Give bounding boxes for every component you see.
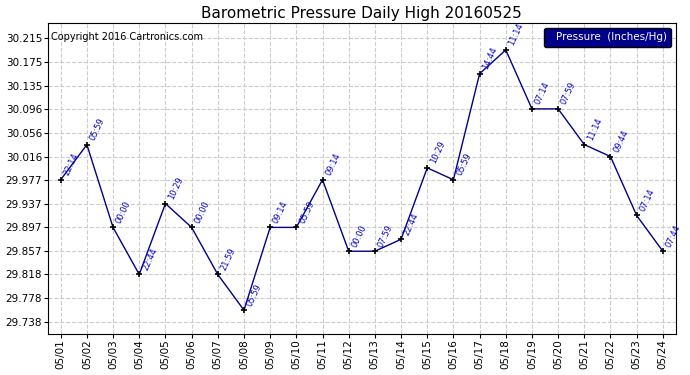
Text: 07:14: 07:14 — [638, 187, 656, 213]
Text: 07:14: 07:14 — [533, 81, 551, 106]
Text: 05:59: 05:59 — [297, 199, 316, 225]
Text: 05:59: 05:59 — [88, 117, 106, 142]
Text: 10:29: 10:29 — [428, 140, 447, 165]
Text: 00:00: 00:00 — [350, 223, 368, 249]
Text: 07:59: 07:59 — [560, 81, 578, 106]
Text: 22:44: 22:44 — [402, 211, 421, 237]
Text: 09:14: 09:14 — [324, 152, 342, 177]
Text: 10:29: 10:29 — [167, 176, 185, 201]
Text: Copyright 2016 Cartronics.com: Copyright 2016 Cartronics.com — [51, 33, 203, 42]
Text: 07:44: 07:44 — [664, 223, 682, 249]
Text: 09:14: 09:14 — [272, 199, 290, 225]
Text: 21:59: 21:59 — [219, 246, 237, 272]
Text: 22:44: 22:44 — [141, 246, 159, 272]
Text: 05:59: 05:59 — [246, 282, 264, 308]
Text: 11:14: 11:14 — [586, 117, 604, 142]
Legend: Pressure  (Inches/Hg): Pressure (Inches/Hg) — [544, 28, 671, 46]
Text: 14:44: 14:44 — [481, 46, 499, 71]
Text: 00:00: 00:00 — [193, 199, 211, 225]
Text: 05:59: 05:59 — [455, 152, 473, 177]
Text: 00:00: 00:00 — [115, 199, 132, 225]
Text: 07:59: 07:59 — [376, 223, 395, 249]
Text: 11:14: 11:14 — [507, 22, 525, 47]
Text: 22:14: 22:14 — [62, 152, 80, 177]
Text: 09:44: 09:44 — [612, 128, 630, 154]
Title: Barometric Pressure Daily High 20160525: Barometric Pressure Daily High 20160525 — [201, 6, 522, 21]
